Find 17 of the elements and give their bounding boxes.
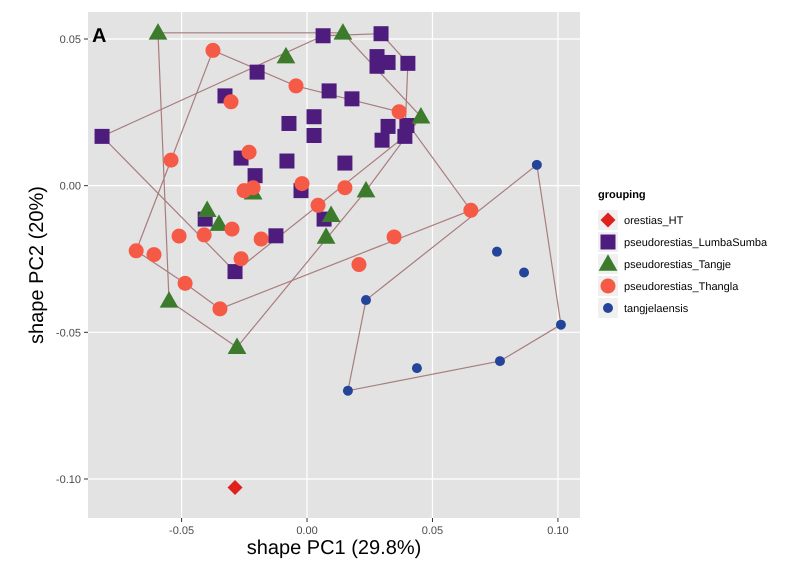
legend-title: grouping bbox=[598, 189, 646, 201]
x-axis-title: shape PC1 (29.8%) bbox=[246, 537, 422, 559]
y-tick-label: 0.05 bbox=[60, 34, 81, 46]
y-axis-title: shape PC2 (20%) bbox=[26, 186, 48, 344]
text: A bbox=[92, 25, 106, 47]
x-tick-label: 0.10 bbox=[547, 525, 569, 537]
legend-label: pseudorestias_LumbaSumba bbox=[624, 237, 768, 249]
legend-label: tangjelaensis bbox=[624, 303, 689, 315]
y-tick-label: -0.10 bbox=[56, 474, 81, 486]
legend-label: pseudorestias_Tangje bbox=[624, 259, 732, 271]
x-tick-label: 0.05 bbox=[422, 525, 444, 537]
y-tick-label: 0.00 bbox=[60, 180, 81, 193]
x-tick-label: 0.00 bbox=[296, 525, 318, 537]
x-tick-label: -0.05 bbox=[169, 525, 194, 537]
legend-label: pseudorestias_Thangla bbox=[624, 281, 740, 293]
y-tick-label: -0.05 bbox=[56, 327, 81, 340]
legend-label: orestias_HT bbox=[624, 215, 684, 227]
